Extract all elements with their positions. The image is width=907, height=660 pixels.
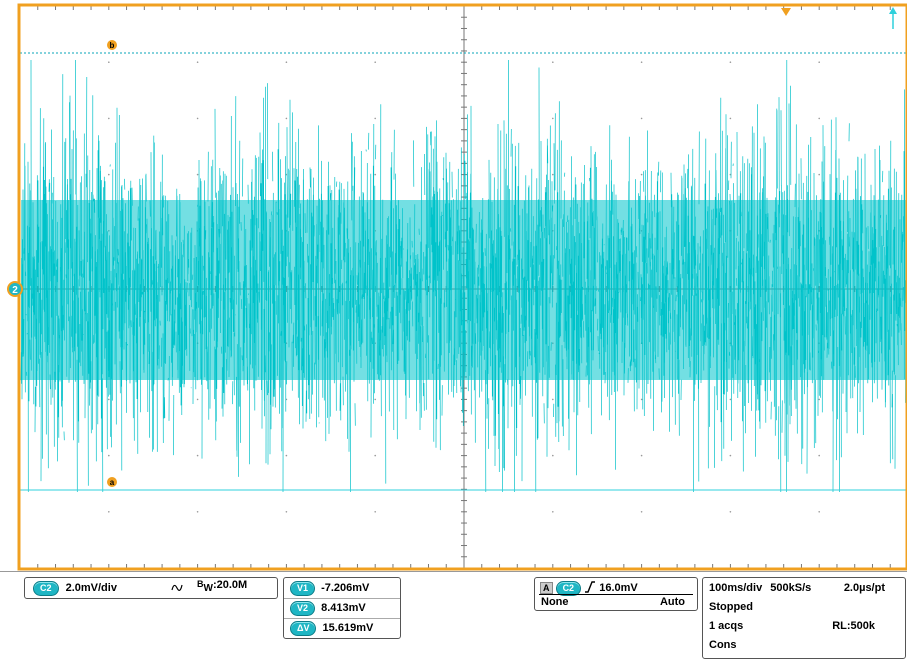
trigger-mode: Auto	[659, 596, 685, 608]
trigger-position-icon[interactable]	[781, 8, 791, 16]
channel-2-panel[interactable]: C2 2.0mV/div BW:20.0M	[24, 577, 278, 599]
cursor-b-marker[interactable]: b	[107, 40, 117, 50]
cursor-v1-row: V1 -7.206mV	[290, 581, 369, 596]
delta-v-value: 15.619mV	[322, 622, 374, 634]
cursor-v2-row: V2 8.413mV	[290, 601, 366, 616]
rising-edge-icon	[585, 581, 596, 593]
delta-v-badge: ΔV	[290, 621, 317, 636]
record-length: RL:500k	[832, 620, 875, 632]
cursor-delta-row: ΔV 15.619mV	[290, 621, 373, 636]
v2-value: 8.413mV	[321, 602, 366, 614]
channel-marker-label: 2	[12, 285, 18, 296]
trigger-level-icon[interactable]	[889, 7, 897, 29]
cursor-a-label: a	[110, 478, 115, 487]
channel-2-trace	[20, 59, 907, 493]
timebase-scale: 100ms/div	[709, 582, 763, 594]
v2-badge: V2	[290, 601, 316, 616]
v1-value: -7.206mV	[321, 582, 370, 594]
cursor-a-marker[interactable]: a	[107, 477, 117, 487]
channel-2-ground-marker[interactable]: 2	[7, 281, 23, 297]
time-resolution: 2.0µs/pt	[843, 582, 885, 594]
channel-2-badge: C2	[33, 581, 59, 596]
trigger-channel-badge: C2	[555, 581, 582, 596]
acquisition-mode: Cons	[709, 639, 737, 651]
cursor-readout-panel[interactable]: V1 -7.206mV V2 8.413mV ΔV 15.619mV	[283, 577, 401, 639]
status-area: C2 2.0mV/div BW:20.0M V1 -7.206mV V2 8.4…	[0, 571, 907, 660]
ac-coupling-icon	[171, 584, 183, 591]
trigger-mode-left: None	[541, 596, 569, 608]
trigger-source-letter: A	[540, 582, 553, 594]
acquisition-count: 1 acqs	[709, 620, 744, 632]
sample-rate: 500kS/s	[770, 582, 812, 594]
waveform-display: b a 2	[7, 3, 907, 571]
trigger-level: 16.0mV	[599, 582, 638, 594]
vertical-scale: 2.0mV/div	[65, 582, 117, 594]
acquisition-state: Stopped	[709, 601, 753, 613]
cursor-b-label: b	[110, 41, 115, 50]
v1-badge: V1	[290, 581, 316, 596]
bandwidth-limit: BW:20.0M	[197, 579, 248, 594]
trigger-panel[interactable]: A C2 16.0mV None Auto	[534, 577, 698, 611]
timebase-panel[interactable]: 100ms/div 500kS/s 2.0µs/pt Stopped 1 acq…	[702, 577, 906, 659]
